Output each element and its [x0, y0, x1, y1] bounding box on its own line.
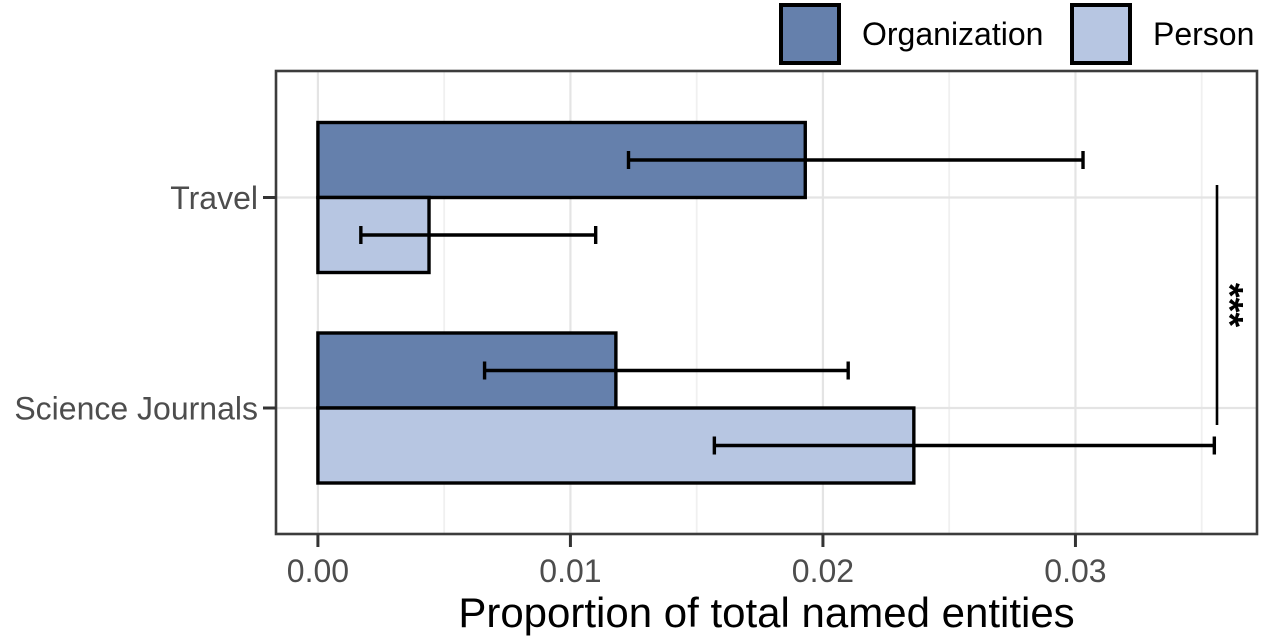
legend-swatch-person	[1070, 3, 1132, 65]
x-axis-title: Proportion of total named entities	[458, 589, 1074, 636]
x-tick-label: 0.02	[792, 553, 854, 589]
panel-border	[274, 69, 1259, 536]
legend-label-person: Person	[1153, 16, 1255, 52]
legend-swatch-organization	[779, 3, 841, 65]
y-axis-label-travel: Travel	[170, 180, 258, 216]
y-axis-label-science-journals: Science Journals	[14, 391, 258, 427]
legend-item-person: Person	[1070, 2, 1254, 66]
significance-stars: ***	[1208, 283, 1250, 328]
x-tick-label: 0.00	[287, 553, 349, 589]
x-tick-label: 0.03	[1044, 553, 1106, 589]
x-tick-label: 0.01	[539, 553, 601, 589]
legend-item-organization: Organization	[779, 2, 1043, 66]
legend-label-organization: Organization	[862, 16, 1044, 52]
